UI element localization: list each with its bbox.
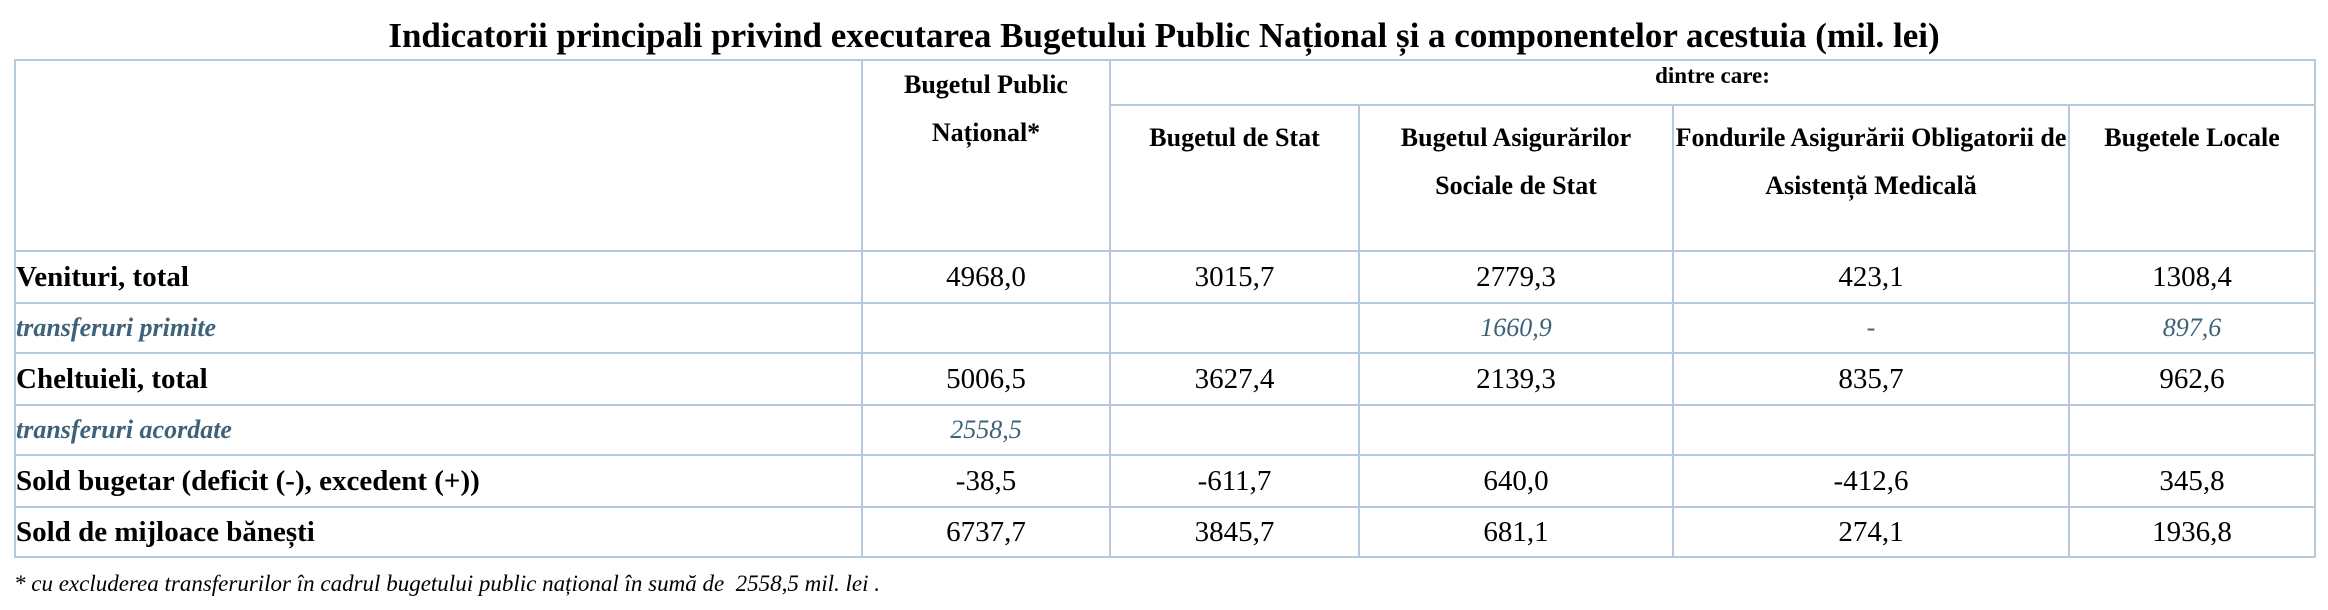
row-label: transferuri acordate [14, 404, 863, 456]
table-cell: - [1672, 302, 2070, 354]
table-row-cheltuieli: Cheltuieli, total 5006,5 3627,4 2139,3 8… [14, 352, 2317, 406]
table-cell: -611,7 [1109, 454, 1360, 508]
table-cell: 345,8 [2067, 454, 2317, 508]
row-label: transferuri primite [14, 302, 863, 354]
row-label: Cheltuieli, total [14, 352, 863, 406]
row-label: Sold de mijloace bănești [14, 506, 863, 558]
table-row-transferuri-acordate: transferuri acordate 2558,5 [14, 404, 2317, 456]
row-label: Venituri, total [14, 250, 863, 304]
table-cell: 640,0 [1358, 454, 1674, 508]
table-cell: 4968,0 [861, 250, 1111, 304]
table-cell [861, 302, 1111, 354]
table-row-sold-mijloace: Sold de mijloace bănești 6737,7 3845,7 6… [14, 506, 2317, 558]
header-empty-cell [14, 59, 863, 252]
table-cell: 681,1 [1358, 506, 1674, 558]
page-title: Indicatorii principali privind executare… [388, 16, 1940, 55]
table-cell: 897,6 [2067, 302, 2317, 354]
table-cell [1109, 404, 1360, 456]
row-label: Sold bugetar (deficit (-), excedent (+)) [14, 454, 863, 508]
table-cell: 6737,7 [861, 506, 1111, 558]
table-cell: 2558,5 [861, 404, 1111, 456]
table-cell: 2139,3 [1358, 352, 1674, 406]
table-cell: 423,1 [1672, 250, 2070, 304]
table-cell: 5006,5 [861, 352, 1111, 406]
header-bugetul-de-stat: Bugetul de Stat [1109, 104, 1360, 252]
table-cell [1672, 404, 2070, 456]
table-cell: 3627,4 [1109, 352, 1360, 406]
table-row-venituri: Venituri, total 4968,0 3015,7 2779,3 423… [14, 250, 2317, 304]
table-cell: 3845,7 [1109, 506, 1360, 558]
header-bugetul-asigurarilor-sociale: Bugetul Asigurărilor Sociale de Stat [1358, 104, 1674, 252]
table-cell [1358, 404, 1674, 456]
header-row: Bugetul Public Național* dintre care: [14, 59, 2317, 252]
footnote: * cu excluderea transferurilor în cadrul… [14, 571, 881, 596]
header-dintre-care: dintre care: [1108, 59, 2317, 106]
table-cell: 274,1 [1672, 506, 2070, 558]
table-cell [2067, 404, 2317, 456]
table-row-sold-bugetar: Sold bugetar (deficit (-), excedent (+))… [14, 454, 2317, 508]
table-row-transferuri-primite: transferuri primite 1660,9 - 897,6 [14, 302, 2317, 354]
table-cell: 1936,8 [2067, 506, 2317, 558]
header-bugetul-public-national: Bugetul Public Național* [861, 59, 1111, 252]
table-cell: -38,5 [861, 454, 1111, 508]
header-fondurile-asigurarii-medicale: Fondurile Asigurării Obligatorii de Asis… [1672, 104, 2070, 252]
table-cell: 3015,7 [1109, 250, 1360, 304]
table-cell: 835,7 [1672, 352, 2070, 406]
table-cell [1109, 302, 1360, 354]
table-cell: 962,6 [2067, 352, 2317, 406]
header-subrow: Bugetul de Stat Bugetul Asigurărilor Soc… [15, 104, 2317, 252]
table-cell: 1660,9 [1358, 302, 1674, 354]
header-bugetele-locale: Bugetele Locale [2067, 104, 2317, 252]
table-cell: 1308,4 [2067, 250, 2317, 304]
budget-table: Bugetul Public Național* dintre care: Bu… [14, 59, 2317, 558]
table-cell: 2779,3 [1358, 250, 1674, 304]
table-cell: -412,6 [1672, 454, 2070, 508]
